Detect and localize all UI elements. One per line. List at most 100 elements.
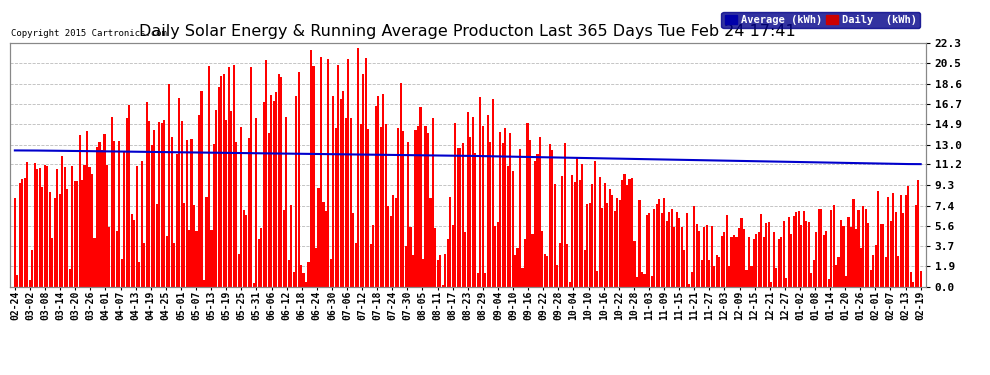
Bar (292, 273, 295, 287)
Bar (532, 234, 534, 287)
Bar (810, 273, 812, 287)
Bar (905, 195, 907, 287)
Title: Daily Solar Energy & Running Average Producton Last 365 Days Tue Feb 24 17:41: Daily Solar Energy & Running Average Pro… (140, 24, 796, 39)
Bar (437, 260, 439, 287)
Bar (440, 255, 442, 287)
Bar (653, 209, 655, 287)
Bar (49, 192, 50, 287)
Bar (566, 244, 568, 287)
Bar (451, 225, 453, 287)
Bar (226, 120, 228, 287)
Bar (305, 282, 307, 287)
Bar (442, 285, 444, 287)
Bar (163, 120, 165, 287)
Bar (349, 118, 351, 287)
Bar (877, 190, 879, 287)
Bar (395, 198, 397, 287)
Bar (287, 260, 290, 287)
Bar (621, 180, 623, 287)
Bar (527, 123, 529, 287)
Bar (551, 150, 553, 287)
Bar (548, 144, 551, 287)
Bar (678, 218, 680, 287)
Bar (208, 66, 210, 287)
Bar (216, 110, 218, 287)
Bar (489, 142, 491, 287)
Bar (900, 195, 902, 287)
Bar (193, 205, 195, 287)
Bar (223, 74, 225, 287)
Bar (611, 195, 613, 287)
Bar (728, 266, 730, 287)
Bar (847, 217, 849, 287)
Bar (338, 65, 340, 287)
Bar (469, 137, 471, 287)
Bar (890, 221, 892, 287)
Bar (713, 266, 715, 287)
Bar (106, 165, 108, 287)
Bar (103, 134, 106, 287)
Bar (195, 231, 198, 287)
Bar (892, 194, 894, 287)
Bar (392, 195, 394, 287)
Bar (755, 234, 757, 287)
Bar (813, 260, 815, 287)
Bar (318, 188, 320, 287)
Bar (855, 229, 857, 287)
Bar (594, 161, 596, 287)
Bar (790, 234, 792, 287)
Bar (912, 282, 915, 287)
Bar (482, 126, 484, 287)
Bar (658, 199, 660, 287)
Bar (250, 67, 252, 287)
Bar (509, 133, 511, 287)
Bar (272, 101, 275, 287)
Bar (121, 259, 123, 287)
Bar (359, 124, 361, 287)
Bar (298, 72, 300, 287)
Bar (765, 223, 767, 287)
Bar (170, 137, 172, 287)
Bar (357, 48, 359, 287)
Bar (412, 255, 414, 287)
Bar (262, 102, 264, 287)
Bar (155, 204, 157, 287)
Bar (93, 238, 96, 287)
Bar (556, 265, 558, 287)
Bar (313, 66, 315, 287)
Bar (29, 280, 31, 287)
Bar (823, 235, 825, 287)
Bar (280, 77, 282, 287)
Bar (865, 209, 867, 287)
Bar (282, 210, 285, 287)
Bar (340, 99, 342, 287)
Bar (793, 216, 795, 287)
Bar (422, 259, 424, 287)
Bar (330, 259, 332, 287)
Bar (872, 255, 874, 287)
Bar (377, 96, 379, 287)
Bar (808, 222, 810, 287)
Bar (323, 202, 325, 287)
Bar (335, 128, 337, 287)
Bar (742, 229, 745, 287)
Bar (634, 242, 636, 287)
Bar (364, 58, 367, 287)
Bar (571, 176, 573, 287)
Bar (529, 140, 531, 287)
Bar (228, 68, 230, 287)
Bar (397, 128, 399, 287)
Bar (248, 138, 249, 287)
Bar (768, 222, 770, 287)
Bar (63, 167, 65, 287)
Bar (803, 211, 805, 287)
Bar (648, 213, 650, 287)
Bar (153, 130, 155, 287)
Bar (114, 141, 116, 287)
Bar (432, 118, 434, 287)
Bar (589, 203, 591, 287)
Bar (671, 210, 673, 287)
Bar (101, 150, 103, 287)
Bar (221, 76, 223, 287)
Bar (362, 75, 364, 287)
